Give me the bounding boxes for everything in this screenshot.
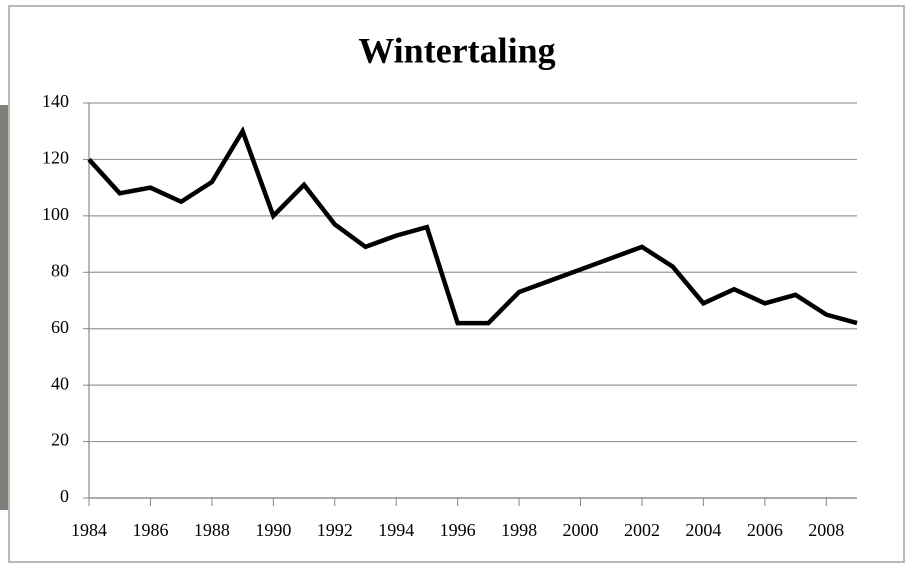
x-tick-label: 2002 (624, 520, 660, 540)
x-tick-label: 1994 (378, 520, 414, 540)
x-tick-label: 2008 (808, 520, 844, 540)
y-tick-label: 60 (51, 317, 69, 337)
y-tick-label: 20 (51, 430, 69, 450)
x-tick-label: 1998 (501, 520, 537, 540)
y-tick-label: 40 (51, 373, 69, 393)
data-line (87, 126, 858, 326)
photo-strip (0, 105, 9, 510)
y-tick-label: 120 (42, 148, 69, 168)
chart-frame (8, 5, 905, 563)
chart-title: Wintertaling (358, 30, 555, 70)
y-tick-label: 100 (42, 204, 69, 224)
x-tick-label: 1984 (71, 520, 107, 540)
x-tick-label: 2000 (563, 520, 599, 540)
x-tick-label: 2004 (685, 520, 721, 540)
x-tick-label: 1992 (317, 520, 353, 540)
x-tick-label: 1990 (255, 520, 291, 540)
x-tick-label: 1988 (194, 520, 230, 540)
x-tick-label: 2006 (747, 520, 783, 540)
x-tick-label: 1986 (132, 520, 168, 540)
y-tick-label: 0 (60, 486, 69, 506)
y-tick-label: 140 (42, 91, 69, 111)
y-tick-label: 80 (51, 260, 69, 280)
x-tick-label: 1996 (440, 520, 476, 540)
